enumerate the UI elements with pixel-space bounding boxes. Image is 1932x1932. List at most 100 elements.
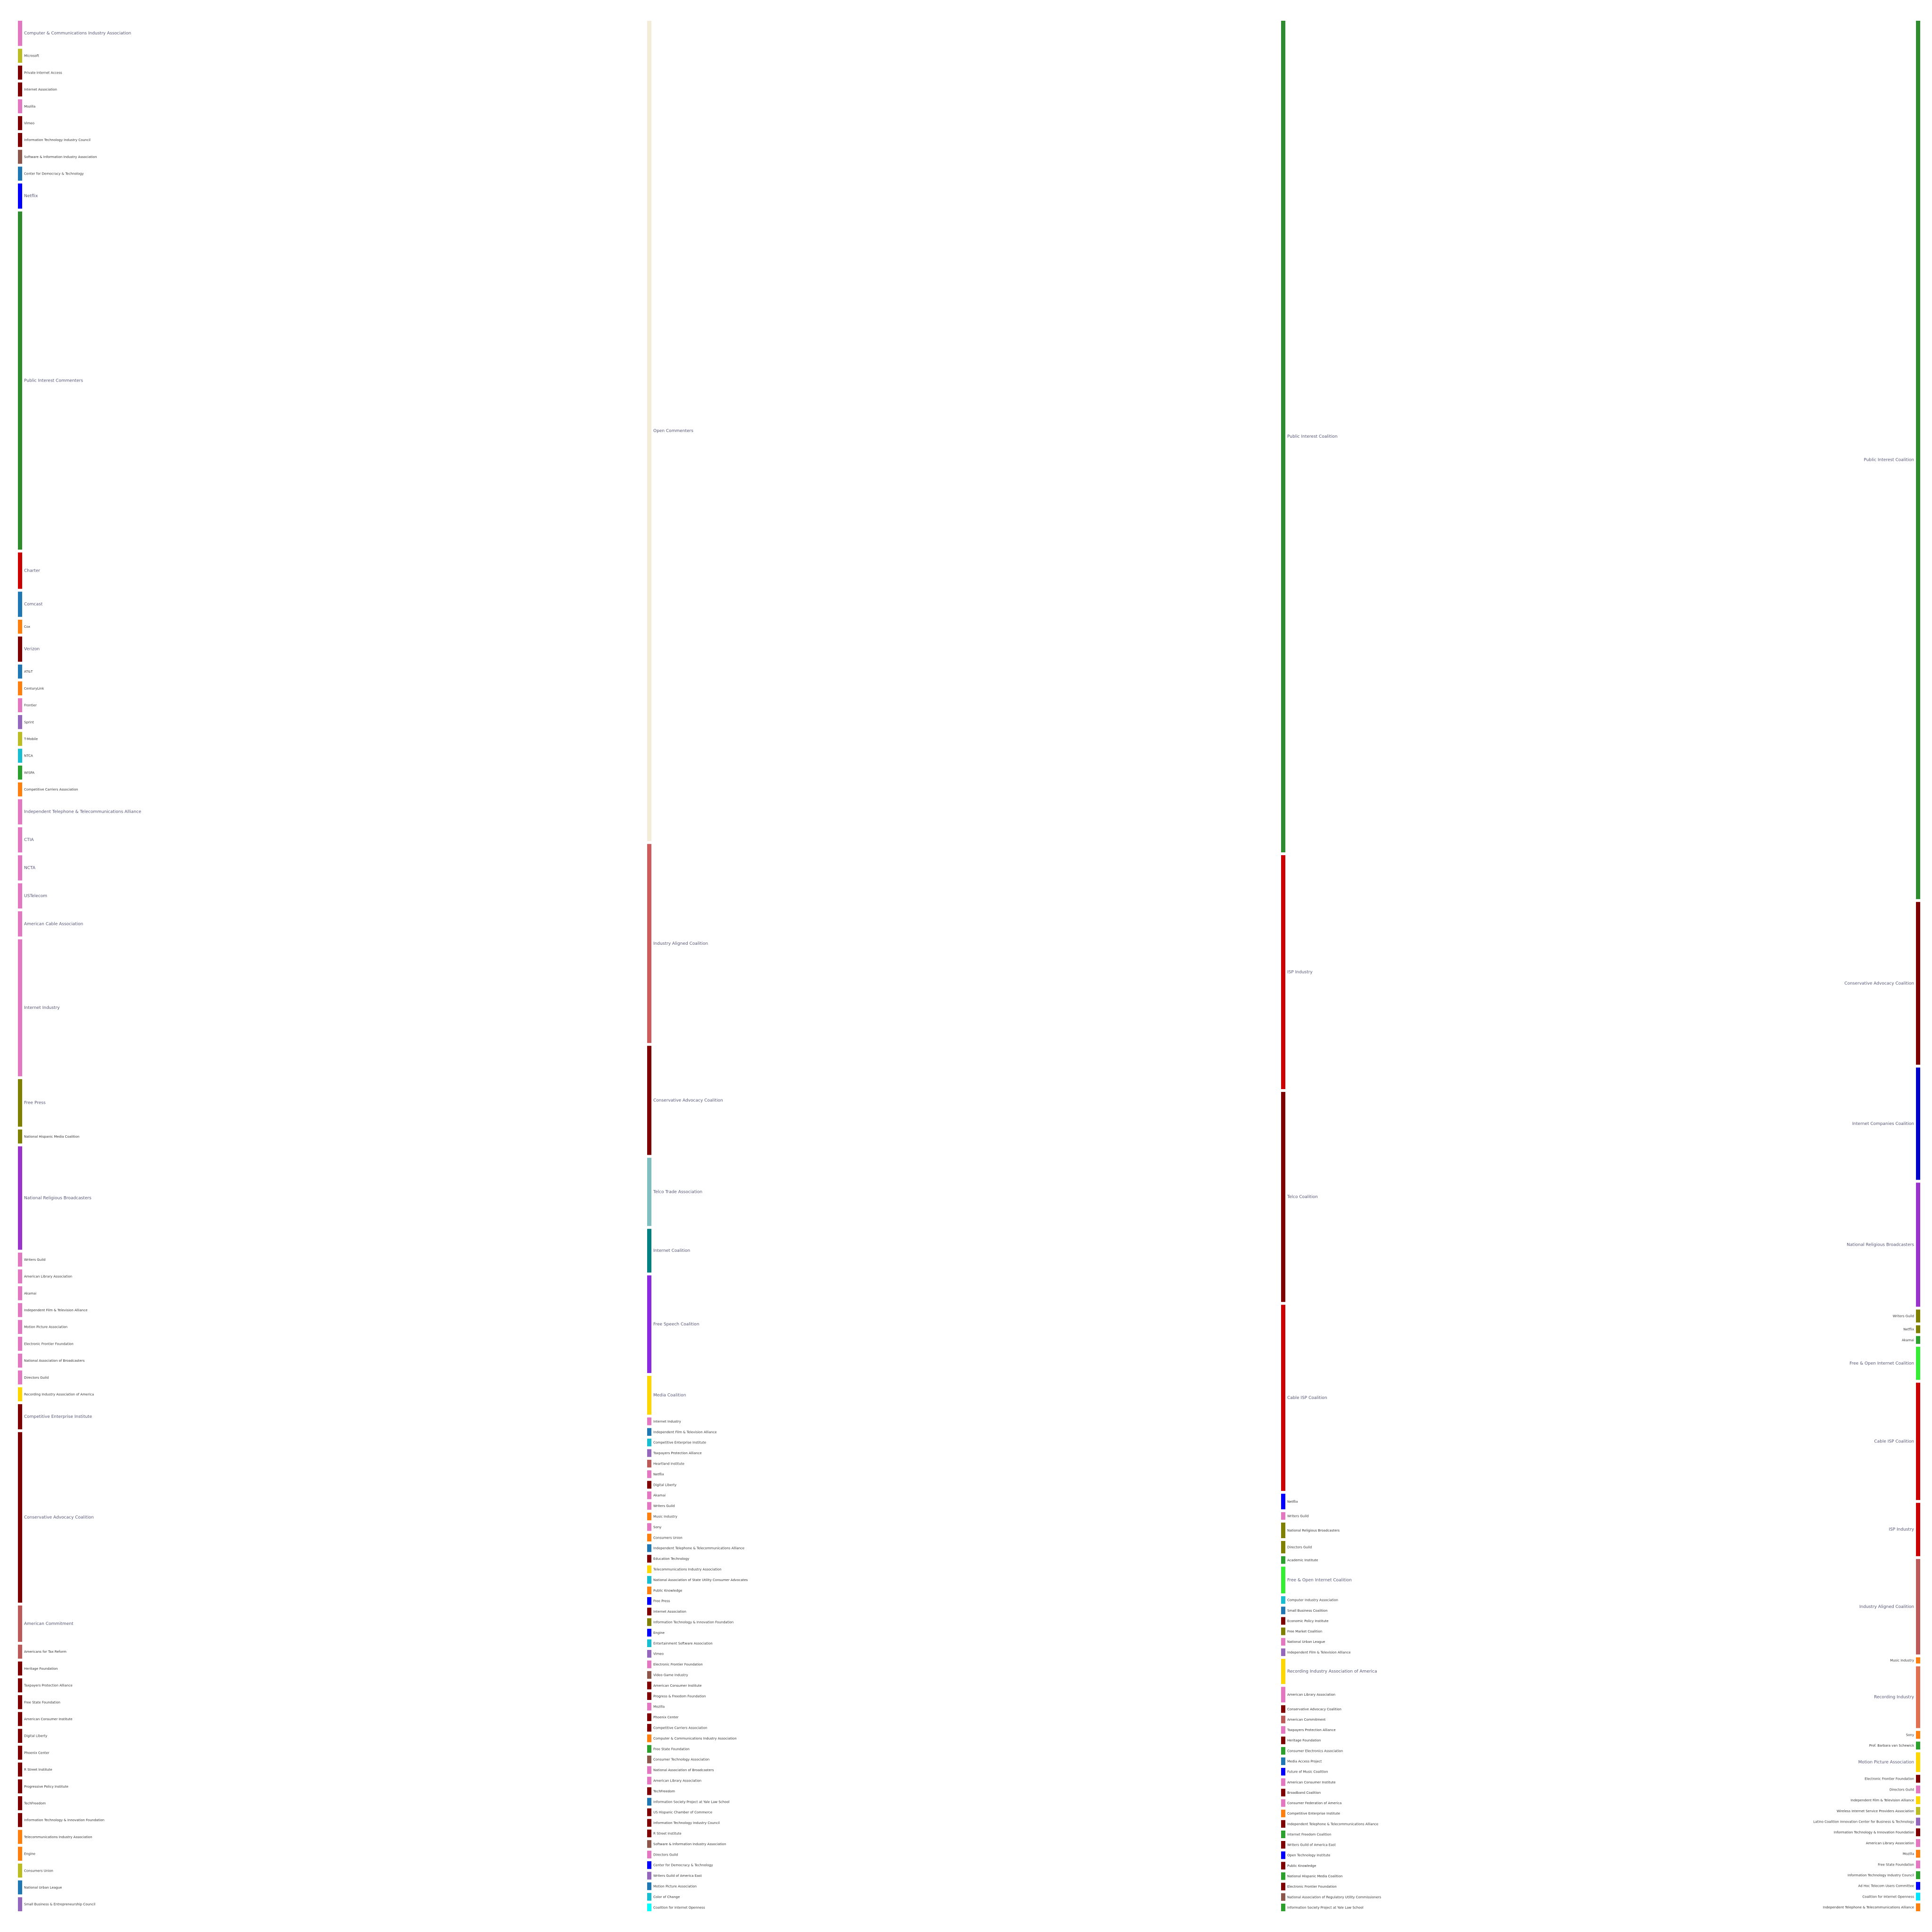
sankey-node bbox=[1281, 1830, 1285, 1839]
sankey-node bbox=[18, 1404, 22, 1430]
sankey-node bbox=[1281, 1596, 1285, 1604]
sankey-node-label: Akamai bbox=[1902, 1338, 1914, 1342]
sankey-node-label: Netflix bbox=[653, 1473, 664, 1476]
sankey-node bbox=[647, 1703, 651, 1711]
sankey-node-label: Industry Aligned Coalition bbox=[1859, 1605, 1914, 1609]
sankey-node bbox=[1281, 1799, 1285, 1807]
sankey-node-label: Recording Industry Association of Americ… bbox=[24, 1393, 94, 1397]
sankey-node bbox=[647, 1470, 651, 1478]
sankey-link bbox=[22, 847, 647, 1610]
sankey-node bbox=[647, 1903, 651, 1911]
sankey-node-label: Consumers Union bbox=[24, 1869, 53, 1873]
sankey-node-label: National Religious Broadcasters bbox=[1847, 1242, 1914, 1247]
sankey-node-label: Motion Picture Association bbox=[653, 1885, 697, 1889]
sankey-node-label: Education Technology bbox=[653, 1557, 689, 1561]
sankey-node-label: Phoenix Center bbox=[24, 1751, 50, 1755]
sankey-node-label: National Association of State Utility Co… bbox=[653, 1578, 748, 1582]
sankey-node-label: Prof. Barbara van Schewick bbox=[1869, 1744, 1915, 1748]
sankey-link bbox=[1285, 951, 1916, 1447]
sankey-node bbox=[18, 1661, 22, 1676]
sankey-node bbox=[1916, 1817, 1920, 1826]
sankey-node-label: American Commitment bbox=[1287, 1718, 1326, 1722]
sankey-node-label: Engine bbox=[653, 1631, 665, 1635]
sankey-node bbox=[1916, 21, 1920, 899]
sankey-node-label: Independent Telephone & Telecommunicatio… bbox=[1287, 1822, 1378, 1826]
sankey-node bbox=[647, 1375, 651, 1415]
sankey-node-label: R Street Institute bbox=[653, 1832, 682, 1836]
sankey-node bbox=[647, 1555, 651, 1563]
sankey-node bbox=[1281, 1757, 1285, 1765]
sankey-link bbox=[22, 844, 647, 1407]
sankey-node bbox=[18, 749, 22, 763]
sankey-node bbox=[647, 844, 651, 1043]
sankey-node-label: Writers Guild of America East bbox=[1287, 1843, 1336, 1847]
sankey-node bbox=[647, 1893, 651, 1901]
sankey-node-label: National Association of Regulatory Utili… bbox=[1287, 1895, 1381, 1899]
sankey-node-label: Electronic Frontier Foundation bbox=[24, 1342, 74, 1346]
sankey-node bbox=[647, 1787, 651, 1795]
sankey-node-label: Mozilla bbox=[653, 1705, 665, 1709]
sankey-node-label: Heritage Foundation bbox=[1287, 1739, 1321, 1742]
sankey-node bbox=[18, 1432, 22, 1603]
sankey-node bbox=[18, 799, 22, 824]
sankey-node-label: Public Interest Coalition bbox=[1287, 434, 1338, 439]
sankey-node-label: Motion Picture Association bbox=[24, 1325, 67, 1329]
sankey-link bbox=[22, 883, 647, 1442]
sankey-node bbox=[1281, 1789, 1285, 1797]
sankey-link bbox=[22, 827, 647, 1421]
sankey-node bbox=[1916, 1309, 1920, 1323]
sankey-node bbox=[18, 1863, 22, 1878]
sankey-node-label: Electronic Frontier Foundation bbox=[1865, 1777, 1914, 1781]
sankey-node-label: Center for Democracy & Technology bbox=[653, 1864, 713, 1867]
sankey-node-label: Writers Guild of America East bbox=[653, 1874, 702, 1878]
sankey-link bbox=[22, 99, 647, 1704]
sankey-node bbox=[1916, 1382, 1920, 1500]
sankey-node bbox=[18, 1252, 22, 1267]
sankey-node-label: Netflix bbox=[1903, 1328, 1914, 1332]
sankey-node bbox=[18, 21, 22, 46]
sankey-node-label: Telco Coalition bbox=[1287, 1195, 1318, 1199]
sankey-node-label: National Association of Broadcasters bbox=[653, 1768, 714, 1772]
sankey-link bbox=[22, 1130, 647, 1599]
sankey-node-label: American Cable Association bbox=[24, 922, 83, 926]
sankey-link bbox=[651, 610, 1281, 1190]
sankey-link bbox=[22, 1881, 647, 1895]
sankey-node-label: Cable ISP Coalition bbox=[1287, 1396, 1327, 1400]
sankey-node-label: Consumer Technology Association bbox=[653, 1758, 709, 1762]
sankey-node bbox=[18, 911, 22, 937]
sankey-node bbox=[18, 99, 22, 114]
sankey-node bbox=[647, 1798, 651, 1806]
sankey-node-label: ISP Industry bbox=[1287, 970, 1313, 975]
sankey-node bbox=[1916, 1903, 1920, 1911]
sankey-node-label: American Consumer Institute bbox=[24, 1717, 73, 1721]
sankey-node-label: Public Knowledge bbox=[1287, 1864, 1316, 1868]
sankey-node bbox=[18, 1695, 22, 1709]
sankey-node bbox=[18, 698, 22, 712]
sankey-node-label: American Consumer Institute bbox=[653, 1684, 702, 1688]
sankey-node bbox=[18, 1712, 22, 1726]
sankey-node-label: Software & Information Industry Associat… bbox=[24, 155, 97, 159]
sankey-node-label: CenturyLink bbox=[24, 687, 44, 691]
sankey-node bbox=[1281, 1820, 1285, 1828]
sankey-node bbox=[18, 715, 22, 729]
sankey-node-label: Internet Coalition bbox=[653, 1249, 690, 1253]
sankey-node-label: Cox bbox=[24, 625, 30, 629]
sankey-node bbox=[1916, 1774, 1920, 1783]
sankey-node bbox=[18, 133, 22, 147]
sankey-node bbox=[647, 1481, 651, 1489]
sankey-node bbox=[647, 1724, 651, 1732]
sankey-node-label: Recording Industry Association of Americ… bbox=[1287, 1669, 1377, 1674]
sankey-node-label: Consumer Federation of America bbox=[1287, 1801, 1341, 1805]
sankey-link bbox=[651, 642, 1281, 1253]
nodes-layer bbox=[18, 21, 1920, 1911]
sankey-node-label: Music Industry bbox=[1890, 1659, 1914, 1663]
sankey-node-label: CTIA bbox=[24, 838, 34, 842]
sankey-node bbox=[647, 1586, 651, 1595]
sankey-node bbox=[647, 1629, 651, 1637]
sankey-node bbox=[647, 1618, 651, 1626]
sankey-node bbox=[18, 939, 22, 1076]
sankey-link bbox=[22, 591, 647, 1232]
sankey-node bbox=[1281, 1726, 1285, 1734]
sankey-node-label: NCTA bbox=[24, 866, 36, 870]
